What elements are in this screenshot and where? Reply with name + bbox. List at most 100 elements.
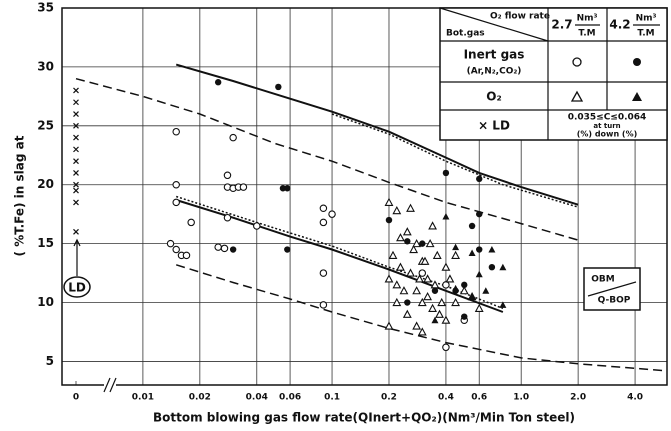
legend-o2: O₂ (486, 90, 501, 104)
legend-unit: T.M (637, 29, 654, 39)
x-tick-label: 0.6 (471, 393, 487, 403)
point (499, 263, 507, 271)
point (476, 246, 483, 253)
point (187, 218, 195, 227)
point (396, 233, 405, 242)
legend-gas: Bot.gas (446, 29, 485, 39)
point (182, 251, 191, 260)
point (172, 245, 180, 254)
point (412, 238, 422, 248)
point (73, 87, 79, 94)
point (220, 244, 229, 253)
x-axis-label: Bottom blowing gas flow rate(QInert+QO₂)… (153, 411, 575, 425)
legend-unit: Nm³ (636, 14, 657, 24)
point (442, 281, 450, 289)
point (423, 291, 433, 301)
point (392, 297, 402, 307)
x-tick-label: 4.0 (627, 393, 643, 403)
point (476, 175, 483, 183)
point (406, 203, 415, 212)
obm-label: OBM (591, 275, 615, 285)
point (385, 216, 393, 224)
ld-annotation: LD (63, 238, 91, 298)
legend-unit: T.M (578, 29, 595, 39)
point (475, 270, 483, 278)
curve (175, 63, 579, 206)
curve (75, 77, 579, 241)
plot-frame (61, 7, 668, 386)
point (275, 83, 282, 91)
point (73, 122, 79, 129)
point (437, 297, 447, 307)
point (73, 199, 79, 206)
point (73, 134, 79, 141)
y-tick-label: 35 (37, 1, 54, 15)
point (319, 301, 328, 309)
y-tick-label: 5 (46, 354, 54, 368)
point (451, 250, 461, 259)
point (488, 263, 496, 271)
point (423, 274, 433, 283)
x-tick-label: 0.1 (324, 393, 340, 403)
y-tick-label: 10 (37, 295, 54, 309)
x-tick-label: 0.02 (189, 393, 211, 403)
point (404, 299, 411, 306)
point (384, 321, 394, 330)
point (441, 315, 451, 324)
point (461, 281, 468, 289)
point (499, 301, 507, 308)
point (442, 343, 450, 352)
point (428, 303, 437, 312)
point (459, 286, 469, 295)
point (284, 185, 291, 192)
point (442, 169, 450, 177)
point (319, 218, 328, 227)
point (418, 269, 427, 277)
point (166, 239, 175, 248)
point (419, 240, 426, 247)
point (432, 250, 442, 259)
point (229, 133, 237, 142)
point (73, 187, 79, 194)
y-tick-label: 15 (37, 236, 54, 250)
point (468, 222, 476, 230)
ld-label: LD (68, 281, 86, 295)
point (319, 269, 328, 277)
point (239, 183, 248, 191)
point (229, 246, 237, 253)
x-tick-label: 0 (73, 393, 79, 403)
data (73, 63, 668, 372)
point (253, 222, 261, 230)
x-tick-label: 0.01 (132, 393, 154, 403)
point (461, 313, 468, 320)
point (451, 297, 461, 307)
point (417, 327, 427, 336)
point (73, 158, 79, 165)
point (73, 170, 79, 176)
obm-annotation: OBM Q-BOP (583, 267, 641, 311)
point (172, 127, 180, 136)
x-tick-label: 0.4 (438, 393, 454, 403)
point (430, 280, 440, 289)
point (468, 249, 476, 257)
point (431, 316, 439, 324)
curve (175, 264, 668, 372)
point (412, 321, 422, 330)
point (284, 246, 291, 253)
point (214, 79, 222, 86)
point (73, 228, 79, 235)
legend-flow: O₂ flow rate (490, 12, 550, 22)
point (468, 293, 476, 300)
y-tick-label: 20 (37, 177, 54, 191)
point (73, 111, 79, 117)
point (402, 309, 412, 318)
point (420, 256, 430, 265)
curve (175, 199, 504, 313)
point (409, 244, 419, 254)
point (396, 262, 405, 271)
curve (331, 113, 579, 208)
x-tick-label: 0.04 (246, 393, 268, 403)
legend-col2: 4.2 (609, 18, 630, 32)
